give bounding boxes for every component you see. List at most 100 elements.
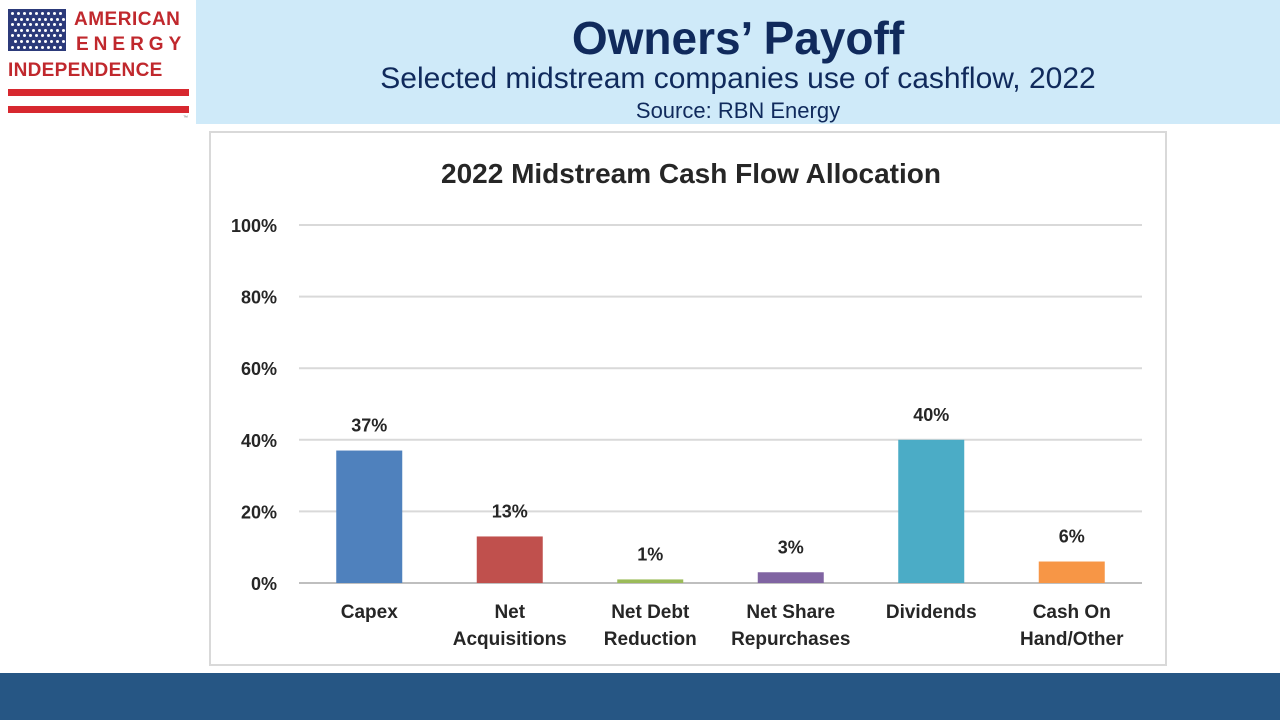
x-tick-label: Dividends <box>886 602 977 623</box>
flag-star <box>53 45 56 49</box>
y-tick-label: 60% <box>241 359 277 379</box>
flag-star <box>32 28 35 32</box>
flag-star <box>29 23 32 27</box>
flag-star <box>20 17 23 21</box>
flag-star <box>14 28 17 32</box>
flag-star <box>53 34 56 38</box>
flag-star <box>62 28 65 32</box>
flag-star <box>35 12 38 15</box>
flag-star <box>59 12 62 15</box>
flag-star <box>41 45 44 49</box>
flag-star <box>23 12 26 15</box>
brand-logo: AMERICAN ENERGY INDEPENDENCE ™ <box>0 0 196 124</box>
flag-star <box>59 23 62 27</box>
y-tick-label: 0% <box>251 574 277 594</box>
flag-star <box>29 12 32 15</box>
flag-star <box>56 28 59 32</box>
data-label: 6% <box>1059 527 1085 547</box>
footer-bar <box>0 673 1280 720</box>
flag-icon <box>8 9 66 51</box>
flag-star <box>59 45 62 49</box>
x-tick-label: Capex <box>341 602 398 623</box>
flag-star <box>20 28 23 32</box>
flag-star <box>62 17 65 21</box>
data-label: 13% <box>492 501 528 521</box>
flag-star <box>44 28 47 32</box>
flag-star <box>26 28 29 32</box>
flag-star <box>47 45 50 49</box>
flag-star <box>35 45 38 49</box>
y-tick-label: 100% <box>231 216 277 236</box>
x-tick-label: Hand/Other <box>1020 629 1124 650</box>
y-tick-label: 20% <box>241 502 277 522</box>
slide-title: Owners’ Payoff <box>571 12 905 64</box>
bar <box>336 450 403 583</box>
flag-star <box>41 34 44 38</box>
trademark-mark: ™ <box>183 115 188 121</box>
flag-star <box>47 12 50 15</box>
flag-star <box>38 28 41 32</box>
logo-text-line-2: ENERGY <box>76 34 187 55</box>
flag-star <box>17 23 20 27</box>
logo-stripe <box>8 106 189 113</box>
flag-star <box>56 40 59 43</box>
flag-star <box>41 12 44 15</box>
data-label: 1% <box>637 544 663 564</box>
x-tick-label: Net Debt <box>611 602 690 623</box>
bar <box>476 536 543 583</box>
bar <box>617 579 684 583</box>
flag-star <box>50 40 53 43</box>
flag-star <box>53 12 56 15</box>
data-label: 3% <box>778 537 804 557</box>
flag-star <box>11 34 14 38</box>
flag-star <box>62 40 65 43</box>
x-tick-label: Net Share <box>746 602 835 623</box>
flag-star <box>14 17 17 21</box>
logo-text-line-3: INDEPENDENCE <box>8 60 163 81</box>
y-tick-label: 40% <box>241 431 277 451</box>
chart-panel: 2022 Midstream Cash Flow Allocation 0% 20… <box>209 131 1167 666</box>
flag-star <box>20 40 23 43</box>
flag-star <box>23 34 26 38</box>
logo-stripe <box>8 89 189 96</box>
flag-star <box>29 34 32 38</box>
flag-star <box>17 45 20 49</box>
flag-star <box>11 23 14 27</box>
x-tick-label: Repurchases <box>731 629 850 650</box>
flag-star <box>32 40 35 43</box>
flag-star <box>35 23 38 27</box>
source-note: Source: RBN Energy <box>635 98 841 123</box>
x-tick-label: Reduction <box>604 629 697 650</box>
flag-star <box>47 34 50 38</box>
flag-star <box>26 40 29 43</box>
bar <box>757 572 824 583</box>
flag-star <box>29 45 32 49</box>
flag-star <box>23 45 26 49</box>
flag-star <box>26 17 29 21</box>
data-label: 40% <box>913 405 949 425</box>
x-tick-label: Net <box>494 602 525 623</box>
flag-star <box>17 34 20 38</box>
header-band <box>196 0 1280 124</box>
bar <box>898 439 965 583</box>
data-label: 37% <box>351 416 387 436</box>
flag-star <box>14 40 17 43</box>
x-tick-label: Cash On <box>1033 602 1111 623</box>
flag-star <box>11 45 14 49</box>
y-tick-label: 80% <box>241 288 277 308</box>
bar-chart: 2022 Midstream Cash Flow Allocation 0% 20… <box>231 158 1142 650</box>
flag-star <box>44 17 47 21</box>
flag-star <box>35 34 38 38</box>
logo-text-line-1: AMERICAN <box>74 9 181 30</box>
flag-star <box>41 23 44 27</box>
flag-star <box>11 12 14 15</box>
flag-star <box>23 23 26 27</box>
flag-star <box>17 12 20 15</box>
flag-star <box>50 17 53 21</box>
x-tick-label: Acquisitions <box>453 629 567 650</box>
flag-star <box>44 40 47 43</box>
flag-star <box>53 23 56 27</box>
chart-title: 2022 Midstream Cash Flow Allocation <box>441 158 941 189</box>
flag-star <box>56 17 59 21</box>
flag-star <box>38 17 41 21</box>
